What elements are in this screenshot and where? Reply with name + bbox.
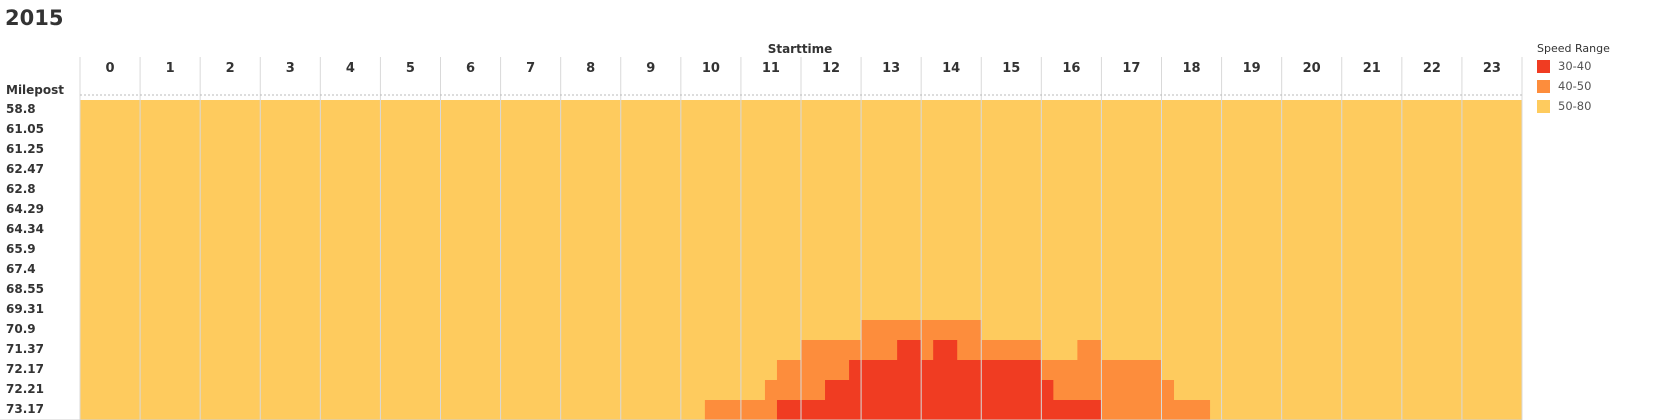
legend-swatch — [1537, 100, 1550, 113]
y-tick-label: 62.8 — [6, 182, 36, 196]
x-tick-label: 19 — [1242, 61, 1261, 76]
x-tick-label: 23 — [1482, 61, 1501, 76]
heatmap-cell — [801, 340, 898, 360]
heatmap-cell — [1101, 400, 1211, 420]
heatmap-cell — [933, 340, 958, 360]
legend-title: Speed Range — [1537, 42, 1610, 55]
heatmap-cell — [776, 400, 1102, 420]
x-axis-title: Starttime — [767, 42, 833, 56]
y-tick-label: 70.9 — [6, 322, 36, 336]
heatmap-cell — [1053, 380, 1162, 400]
y-tick-label: 58.8 — [6, 102, 36, 116]
x-tick-label: 15 — [1002, 61, 1021, 76]
x-tick-label: 18 — [1182, 61, 1201, 76]
y-tick-label: 61.05 — [6, 122, 44, 136]
x-tick-label: 12 — [821, 61, 841, 76]
heatmap-cell — [1041, 380, 1054, 400]
y-axis-title: Milepost — [6, 83, 65, 97]
y-tick-label: 72.21 — [6, 382, 44, 396]
y-tick-label: 73.17 — [6, 402, 44, 416]
x-tick-label: 10 — [701, 61, 720, 76]
y-tick-label: 72.17 — [6, 362, 44, 376]
x-tick-label: 21 — [1362, 61, 1381, 76]
x-tick-label: 1 — [165, 61, 175, 76]
heatmap-cell — [849, 360, 1042, 380]
legend-label: 40-50 — [1558, 79, 1592, 93]
x-tick-label: 13 — [882, 61, 901, 76]
heatmap-cell — [957, 340, 1042, 360]
y-tick-label: 62.47 — [6, 162, 44, 176]
x-tick-label: 4 — [345, 61, 355, 76]
x-tick-label: 17 — [1122, 61, 1141, 76]
x-tick-label: 5 — [405, 61, 415, 76]
x-tick-label: 8 — [586, 61, 596, 76]
x-tick-label: 22 — [1422, 61, 1441, 76]
legend-label: 30-40 — [1558, 59, 1592, 73]
heatmap-cell — [764, 380, 826, 400]
x-tick-label: 20 — [1302, 61, 1321, 76]
legend-swatch — [1537, 60, 1550, 73]
heatmap-cell — [897, 340, 922, 360]
y-tick-label: 64.29 — [6, 202, 44, 216]
x-tick-label: 14 — [942, 61, 961, 76]
x-tick-label: 11 — [761, 61, 780, 76]
x-tick-label: 6 — [466, 61, 476, 76]
y-tick-label: 61.25 — [6, 142, 44, 156]
y-tick-label: 69.31 — [6, 302, 44, 316]
y-tick-label: 64.34 — [6, 222, 44, 236]
x-tick-label: 16 — [1062, 61, 1081, 76]
heatmap-cell — [921, 340, 934, 360]
legend-label: 50-80 — [1558, 99, 1592, 113]
y-tick-label: 65.9 — [6, 242, 36, 256]
x-tick-label: 2 — [225, 61, 235, 76]
chart-title: 2015 — [5, 6, 64, 30]
x-tick-label: 0 — [105, 61, 115, 76]
x-tick-label: 9 — [646, 61, 656, 76]
heatmap-cell — [776, 360, 850, 380]
heatmap-cell — [825, 380, 1042, 400]
y-tick-label: 71.37 — [6, 342, 44, 356]
x-tick-label: 7 — [526, 61, 536, 76]
x-tick-label: 3 — [285, 61, 295, 76]
heatmap-cell — [1161, 380, 1175, 400]
legend-swatch — [1537, 80, 1550, 93]
y-tick-label: 68.55 — [6, 282, 44, 296]
heatmap-cell — [1077, 340, 1102, 360]
y-tick-label: 67.4 — [6, 262, 36, 276]
